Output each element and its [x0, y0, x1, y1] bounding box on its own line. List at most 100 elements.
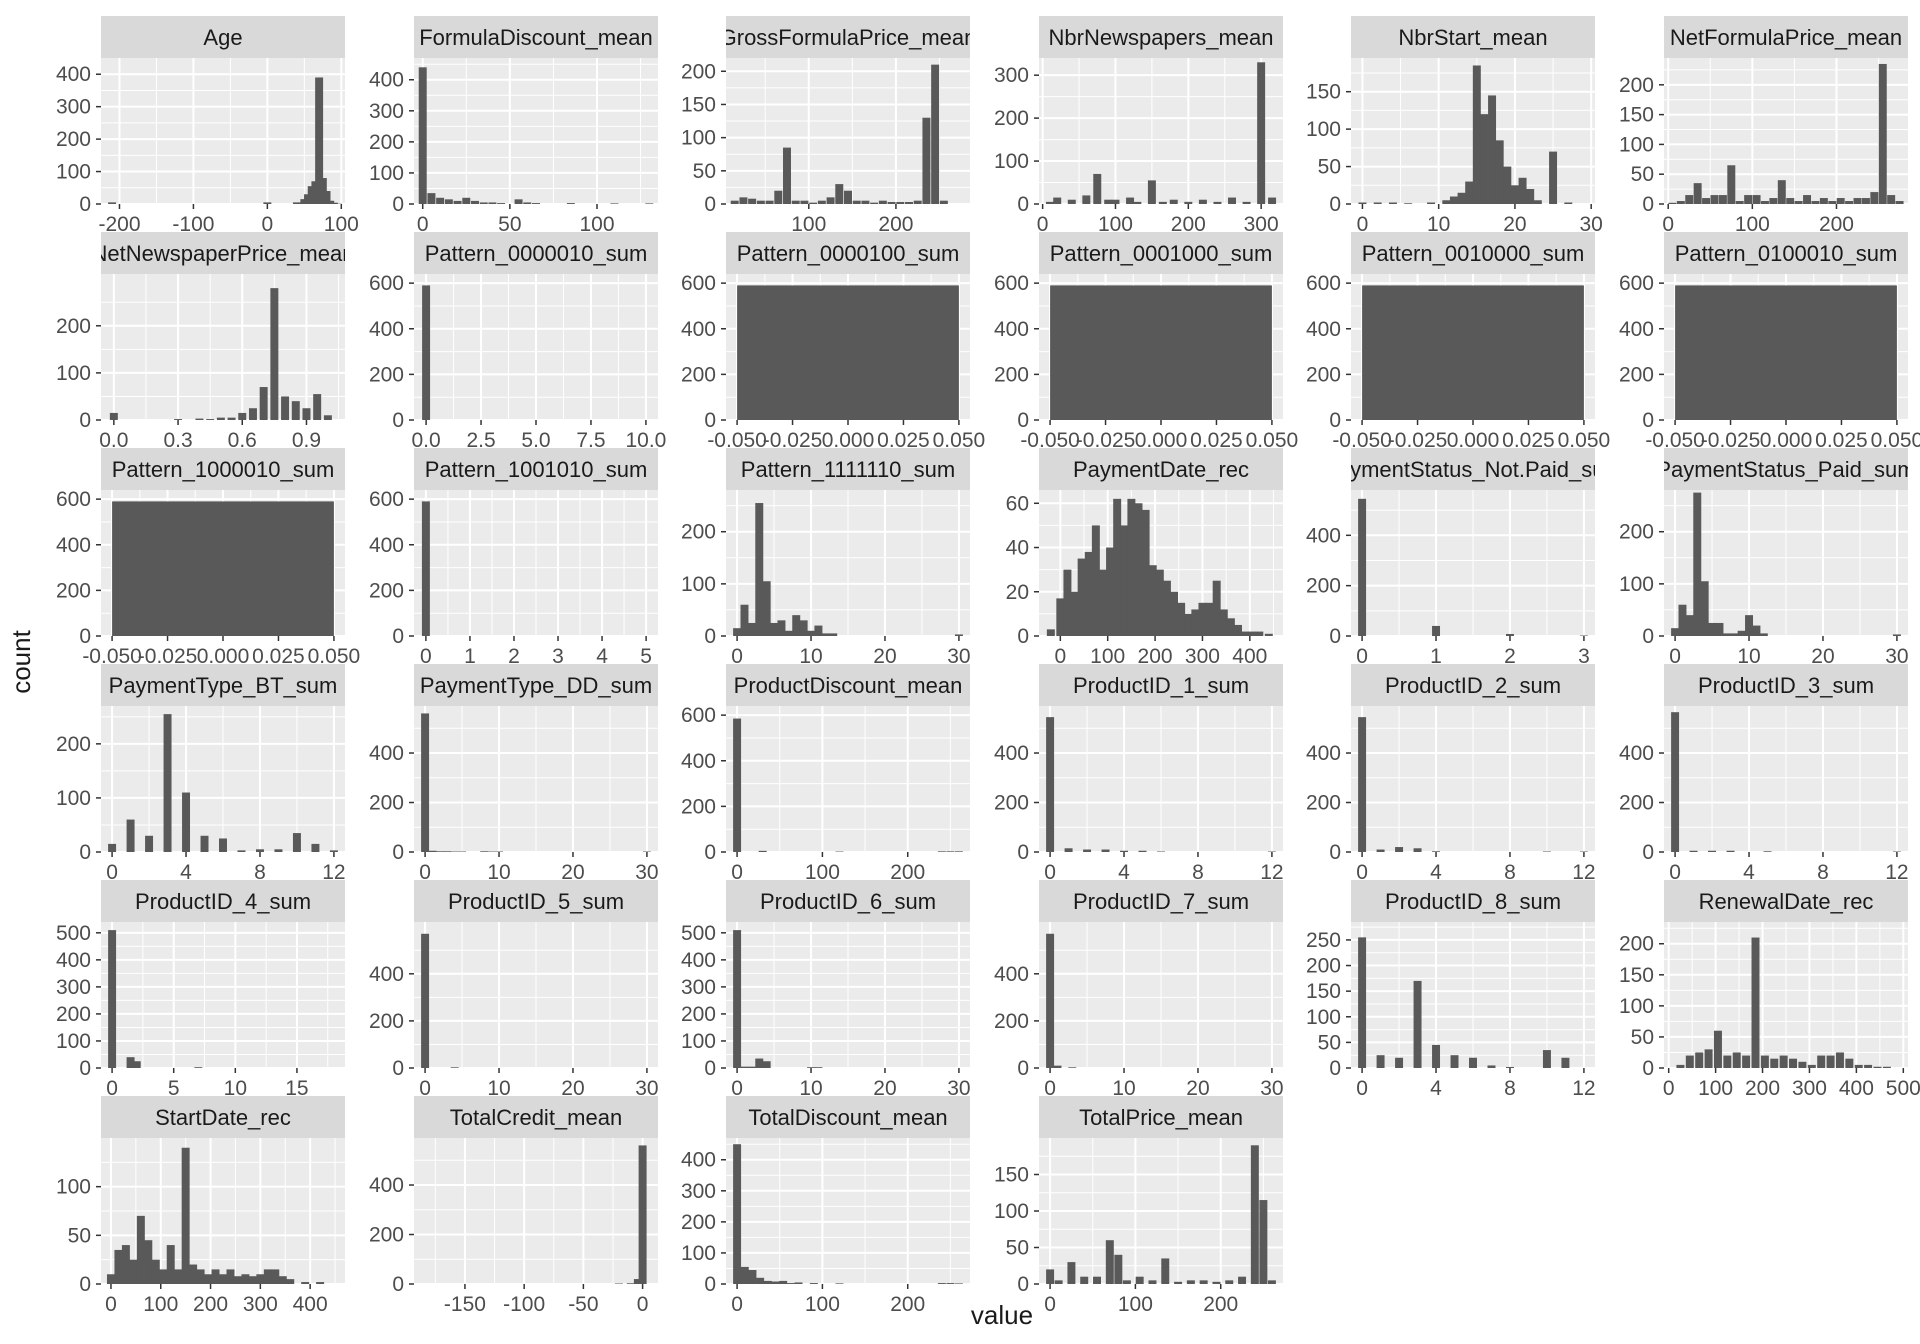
facet-strip: [1351, 880, 1595, 922]
x-tick-label: 100: [1098, 213, 1133, 236]
histogram-bar: [114, 1249, 123, 1284]
histogram-bar: [946, 1283, 955, 1284]
x-tick-label: 4: [1743, 861, 1755, 884]
y-tick-label: 400: [994, 963, 1029, 986]
y-tick-label: 100: [994, 1200, 1029, 1223]
histogram-bar: [316, 1282, 325, 1284]
histogram-bars: [1045, 62, 1277, 204]
x-tick-label: 0.050: [1246, 429, 1299, 452]
y-tick-label: 400: [1306, 524, 1341, 547]
x-tick-label: -0.050: [1645, 429, 1705, 452]
histogram-bar: [1238, 1276, 1247, 1284]
histogram-bar: [159, 1269, 168, 1284]
y-tick-label: 200: [1306, 363, 1341, 386]
histogram-bar: [109, 412, 118, 420]
histogram-bar: [462, 197, 471, 204]
histogram-bar: [1811, 201, 1820, 204]
histogram-bar: [1882, 1066, 1891, 1068]
histogram-bar: [1693, 492, 1702, 636]
histogram-bar: [1895, 201, 1904, 204]
x-tick-label: 0.000: [1760, 429, 1813, 452]
histogram-bar: [182, 792, 191, 852]
x-tick-label: -0.025: [1076, 429, 1136, 452]
y-tick-label: 0: [1642, 625, 1654, 648]
x-tick-label: 0: [1356, 1077, 1368, 1100]
histogram-bar: [1845, 1058, 1854, 1068]
y-tick-label: 600: [369, 272, 404, 295]
y-tick-label: 0: [79, 625, 91, 648]
histogram-bar: [1388, 202, 1397, 204]
y-tick-label: 100: [994, 150, 1029, 173]
histogram-bar: [219, 838, 227, 852]
histogram-bars: [1046, 717, 1276, 852]
histogram-bar: [1077, 558, 1086, 636]
y-tick-label: 600: [56, 488, 91, 511]
histogram-bar: [1759, 633, 1768, 636]
histogram-bar: [1695, 1052, 1704, 1068]
histogram-bar: [1053, 1065, 1062, 1068]
y-axis-label: count: [6, 629, 36, 693]
histogram-bar: [1186, 1280, 1195, 1284]
histogram-bar: [1045, 201, 1054, 204]
histogram-bar: [896, 202, 905, 204]
x-tick-label: 10.0: [625, 429, 666, 452]
x-tick-label: 100: [805, 1293, 840, 1316]
histogram-bar: [174, 419, 183, 420]
histogram-bar: [794, 1282, 803, 1284]
facet-panel: Pattern_0010000_sum 0 200 400 600 -0.050-0.02…: [1306, 232, 1610, 452]
x-tick-label: 100: [143, 1293, 178, 1316]
x-tick-label: 8: [254, 861, 266, 884]
histogram-bar: [444, 199, 453, 204]
x-tick-label: 500: [1886, 1077, 1920, 1100]
y-tick-label: 200: [681, 1211, 716, 1234]
facet-strip: [726, 880, 970, 922]
facet-panel: PaymentDate_rec 0 20 40 60 0 100 200 300 400: [1006, 448, 1283, 668]
y-tick-label: 200: [369, 1224, 404, 1247]
y-tick-label: 200: [56, 128, 91, 151]
y-tick-label: 0: [79, 193, 91, 216]
x-tick-label: 400: [1839, 1077, 1874, 1100]
y-tick-label: 400: [369, 69, 404, 92]
panel-background: [101, 58, 345, 204]
histogram-bar: [270, 288, 279, 420]
x-tick-label: 0: [262, 213, 274, 236]
x-tick-label: 10: [1112, 1077, 1135, 1100]
histogram-bar: [1101, 849, 1110, 852]
y-tick-label: 400: [56, 534, 91, 557]
histogram-bar: [1854, 1064, 1863, 1068]
histogram-bar: [1127, 498, 1136, 636]
y-tick-label: 0: [1329, 193, 1341, 216]
histogram-bar: [1727, 165, 1736, 204]
histogram-bar: [281, 396, 290, 420]
x-tick-label: 10: [799, 1077, 822, 1100]
y-tick-label: 0: [1017, 193, 1029, 216]
x-tick-label: 2.5: [466, 429, 495, 452]
facet-title: ProductID_8_sum: [1385, 889, 1561, 914]
histogram-bar: [480, 851, 489, 852]
y-tick-label: 0: [392, 1057, 404, 1080]
histogram-bar: [1212, 1281, 1221, 1284]
histogram-bar: [233, 1276, 242, 1284]
histogram-bars: [108, 714, 338, 852]
histogram-bar: [1853, 198, 1862, 204]
histogram-bar: [1358, 498, 1367, 636]
histogram-bar: [497, 203, 506, 204]
histogram-bar: [1070, 591, 1079, 636]
histogram-bar: [763, 1280, 772, 1284]
histogram-bars: [1050, 285, 1272, 420]
histogram-bar: [132, 1061, 141, 1068]
x-tick-label: 0: [105, 1293, 117, 1316]
facet-title: Pattern_0000100_sum: [737, 241, 960, 266]
x-tick-label: -100: [503, 1293, 545, 1316]
x-tick-label: 100: [805, 861, 840, 884]
histogram-bar: [1549, 151, 1558, 204]
panel-background: [726, 1138, 970, 1284]
facet-title: Age: [203, 25, 242, 50]
histogram-bar: [1148, 565, 1157, 636]
histogram-bar: [1225, 1280, 1234, 1284]
histogram-bar: [937, 851, 946, 852]
histogram-bar: [329, 850, 338, 852]
histogram-bars: [730, 64, 948, 204]
histogram-bar: [1259, 1200, 1268, 1284]
histogram-bars: [418, 67, 654, 204]
